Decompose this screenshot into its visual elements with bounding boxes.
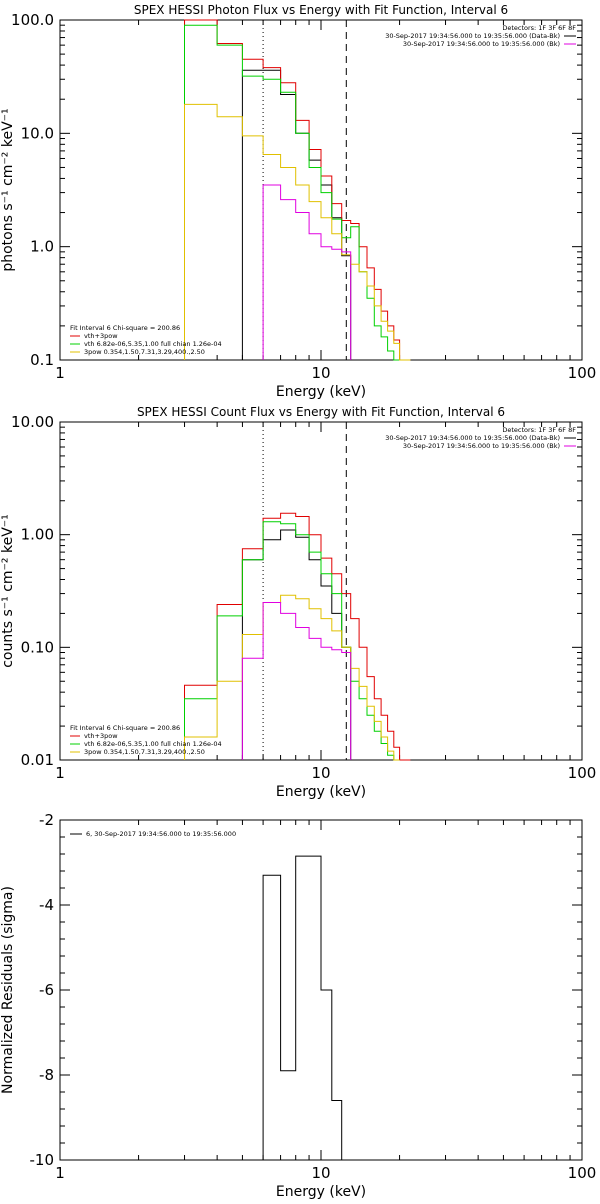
x-tick-label: 10	[311, 764, 330, 782]
y-tick-label: 100.0	[11, 11, 54, 29]
x-axis-label: Energy (keV)	[276, 1184, 366, 1200]
x-axis-label: Energy (keV)	[276, 384, 366, 400]
y-tick-label: 1.00	[21, 526, 54, 544]
y-tick-label: -6	[39, 981, 54, 999]
y-tick-label: 0.1	[30, 351, 54, 369]
x-tick-label: 10	[311, 1164, 330, 1182]
legend-entry: vth+3pow	[84, 732, 118, 740]
chart-title: SPEX HESSI Count Flux vs Energy with Fit…	[137, 405, 505, 419]
series-line-total	[184, 512, 411, 761]
series-line-powerlaw	[184, 594, 400, 761]
y-axis-label: Normalized Residuals (sigma)	[0, 886, 16, 1094]
legend-title: Fit Interval 6 Chi-square = 200.86	[70, 324, 180, 332]
y-axis-label: counts s⁻¹ cm⁻² keV⁻¹	[0, 514, 16, 668]
y-tick-label: -2	[39, 811, 54, 829]
time-interval-label: 30-Sep-2017 19:34:56.000 to 19:35:56.000…	[403, 442, 560, 450]
chart-title: SPEX HESSI Photon Flux vs Energy with Fi…	[134, 3, 508, 17]
series-line-powerlaw	[184, 103, 411, 361]
x-tick-label: 100	[568, 764, 597, 782]
detectors-label: Detectors: 1F 3F 6F 8F	[502, 24, 576, 32]
y-tick-label: -4	[39, 896, 54, 914]
y-tick-label: 10.0	[21, 124, 54, 142]
x-axis-label: Energy (keV)	[276, 784, 366, 800]
y-tick-label: 1.0	[30, 238, 54, 256]
legend-entry: 6, 30-Sep-2017 19:34:56.000 to 19:35:56.…	[86, 830, 236, 838]
series-line-background	[262, 184, 352, 360]
series-line-data	[241, 529, 352, 760]
time-interval-label: 30-Sep-2017 19:34:56.000 to 19:35:56.000…	[385, 32, 560, 40]
y-tick-label: 0.01	[21, 751, 54, 769]
y-tick-label: 10.00	[11, 413, 54, 431]
y-axis-label: photons s⁻¹ cm⁻² keV⁻¹	[0, 108, 16, 271]
legend-entry: 3pow 0.354,1.50,7.31,3.29,400.,2.50	[84, 348, 205, 356]
x-tick-label: 100	[568, 364, 597, 382]
legend-entry: vth+3pow	[84, 332, 118, 340]
time-interval-label: 30-Sep-2017 19:34:56.000 to 19:35:56.000…	[403, 40, 560, 48]
x-tick-label: 100	[568, 1164, 597, 1182]
series-line-thermal	[184, 24, 400, 361]
series-line-total	[184, 19, 411, 361]
y-tick-label: -8	[39, 1066, 54, 1084]
x-tick-label: 1	[55, 364, 65, 382]
x-tick-label: 1	[55, 1164, 65, 1182]
detectors-label: Detectors: 1F 3F 6F 8F	[502, 426, 576, 434]
legend-entry: vth 6.82e-06,5.35,1.00 full chian 1.26e-…	[84, 340, 222, 348]
y-tick-label: 0.10	[21, 638, 54, 656]
plot-frame	[59, 421, 583, 761]
series-line-data	[262, 855, 343, 1160]
legend-title: Fit Interval 6 Chi-square = 200.86	[70, 724, 180, 732]
series-line-background	[241, 602, 352, 760]
y-tick-label: -10	[30, 1151, 55, 1169]
time-interval-label: 30-Sep-2017 19:34:56.000 to 19:35:56.000…	[385, 434, 560, 442]
series-line-data	[241, 69, 352, 360]
legend-entry: 3pow 0.354,1.50,7.31,3.29,400.,2.50	[84, 748, 205, 756]
x-tick-label: 10	[311, 364, 330, 382]
x-tick-label: 1	[55, 764, 65, 782]
legend-entry: vth 6.82e-06,5.35,1.00 full chian 1.26e-…	[84, 740, 222, 748]
